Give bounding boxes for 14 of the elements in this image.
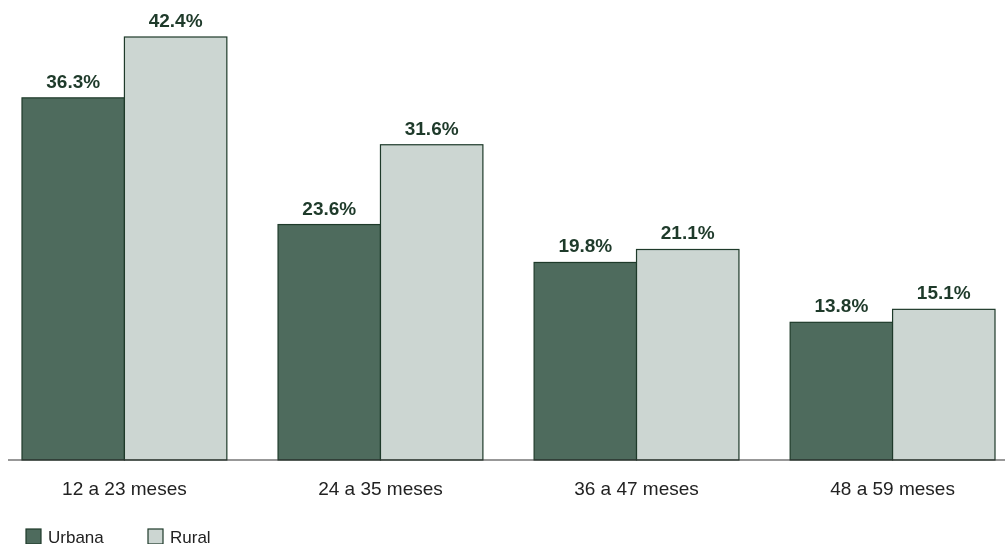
data-label: 23.6% [302, 197, 357, 219]
data-label: 19.8% [558, 235, 613, 257]
data-label: 15.1% [916, 282, 971, 304]
x-tick-label: 24 a 35 meses [318, 478, 443, 499]
x-tick-label: 12 a 23 meses [62, 478, 187, 499]
x-tick-label: 36 a 47 meses [574, 478, 699, 499]
data-label: 13.8% [814, 295, 869, 317]
x-tick-label: 48 a 59 meses [830, 478, 955, 499]
legend-label: Urbana [48, 528, 105, 544]
legend-label: Rural [170, 528, 211, 544]
data-label: 31.6% [404, 117, 459, 139]
data-label: 42.4% [148, 10, 203, 31]
data-label: 21.1% [660, 222, 715, 244]
data-label: 36.3% [46, 70, 101, 92]
